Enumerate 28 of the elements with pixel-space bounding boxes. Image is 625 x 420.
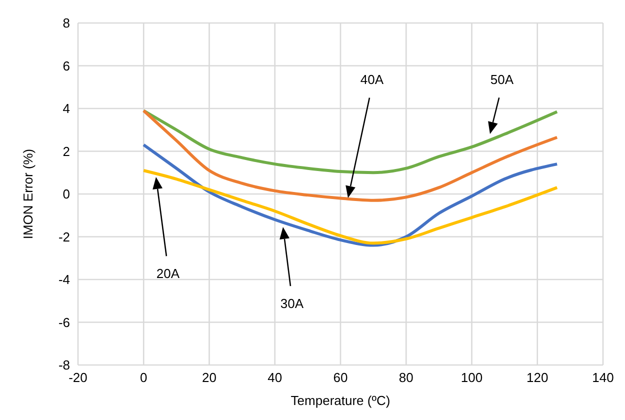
line-series	[142, 143, 559, 247]
annotation: 30A	[280, 296, 304, 311]
y-tick-label: 0	[62, 186, 70, 202]
x-tick-label: 20	[202, 370, 216, 386]
line-series	[142, 168, 559, 245]
x-tick-label: -20	[68, 370, 88, 386]
y-tick-label: -8	[58, 358, 70, 373]
y-axis-title: IMON Error (%)	[20, 148, 36, 240]
x-tick-label: 140	[592, 370, 614, 386]
annotation: 20A	[156, 266, 180, 281]
y-tick-label: -6	[58, 314, 70, 330]
x-tick-label: 120	[526, 370, 548, 386]
y-tick-label: 8	[62, 16, 70, 31]
y-tick-label: -4	[58, 272, 70, 288]
x-tick-label: 40	[268, 370, 282, 386]
x-axis-title: Temperature (ºC)	[290, 393, 390, 408]
x-tick-label: 80	[398, 370, 414, 386]
y-tick-label: -2	[58, 229, 70, 244]
y-tick-label: 2	[62, 144, 70, 159]
y-tick-label: 4	[62, 101, 70, 116]
annotation: 40A	[360, 72, 384, 87]
line-series	[142, 109, 559, 174]
line-series	[142, 109, 559, 202]
y-tick-label: 6	[62, 58, 70, 74]
annotation: 50A	[490, 72, 514, 87]
x-tick-label: 0	[140, 370, 148, 386]
x-tick-label: 100	[460, 370, 483, 386]
x-tick-label: 60	[333, 370, 348, 386]
